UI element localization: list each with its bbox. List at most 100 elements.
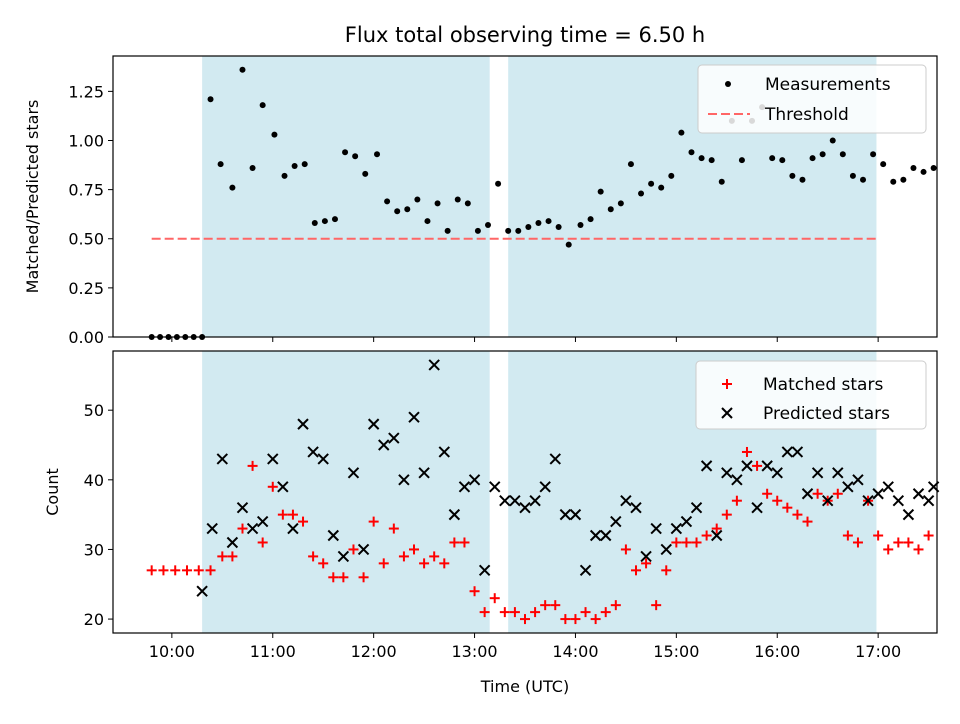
ratio-y-tick-label: 0.25 [68, 279, 104, 298]
measurement-point [565, 241, 572, 248]
count-plot-frame [112, 350, 938, 634]
matched-star-point [530, 607, 541, 618]
matched-star-point [479, 607, 490, 618]
matched-star-point [146, 565, 157, 576]
ratio-plot-frame [112, 55, 938, 338]
measurement-points [148, 66, 937, 340]
measurement-point [505, 227, 512, 234]
measurement-point [311, 220, 318, 227]
count-legend-box [695, 360, 927, 430]
ratio-legend-box [697, 64, 927, 134]
matched-star-point [691, 537, 702, 548]
measurement-point [860, 176, 867, 183]
matched-star-point [873, 530, 884, 541]
measurement-point [535, 220, 542, 227]
ratio-y-tick-label: 0.00 [68, 328, 104, 347]
measurement-point [769, 155, 776, 162]
measurement-point [678, 129, 685, 136]
chart-title: Flux total observing time = 6.50 h [345, 23, 705, 47]
matched-star-point [711, 523, 722, 534]
predicted-star-point [256, 515, 269, 528]
matched-star-point [540, 600, 551, 611]
predicted-star-point [246, 522, 259, 535]
measurement-point [374, 151, 381, 158]
measurement-point [217, 161, 224, 168]
matched-star-point [318, 558, 329, 569]
predicted-star-point [862, 494, 874, 507]
predicted-star-point [690, 501, 703, 514]
matched-star-point [398, 551, 409, 562]
predicted-star-point [367, 418, 380, 430]
predicted-star-point [216, 453, 229, 465]
count-points [146, 359, 940, 625]
matched-star-point [721, 509, 732, 520]
predicted-star-point [852, 474, 864, 486]
matched-star-point [368, 516, 379, 527]
predicted-star-point [751, 501, 763, 514]
matched-star-point [217, 551, 228, 562]
time-tick-label: 10:00 [149, 642, 195, 661]
matched-star-point [792, 509, 803, 520]
predicted-star-point [418, 467, 430, 479]
predicted-star-point [408, 411, 420, 423]
measurement-point [577, 221, 584, 228]
matched-star-point [277, 509, 288, 520]
predicted-star-point [448, 508, 461, 521]
predicted-star-point [922, 494, 935, 507]
predicted-star-point [468, 474, 481, 486]
matched-star-point [158, 565, 169, 576]
matched-star-point [419, 558, 430, 569]
matched-star-point [267, 481, 278, 492]
matched-star-point [193, 565, 204, 576]
count-legend: Matched stars Predicted stars [695, 360, 927, 430]
predicted-star-point [499, 494, 511, 507]
predicted-star-point [327, 529, 340, 542]
predicted-star-point [650, 522, 662, 535]
predicted-star-point [539, 481, 551, 493]
predicted-star-point [529, 494, 541, 507]
predicted-star-point [710, 529, 723, 542]
matched-star-point [580, 607, 591, 618]
ratio-panel: 0.00 0.25 0.50 0.75 1.00 1.25 Matched/Predict… [23, 55, 938, 347]
measurement-point [331, 216, 338, 223]
matched-star-point [247, 460, 258, 471]
legend-matched-marker [722, 379, 732, 389]
matched-star-point [701, 530, 712, 541]
predicted-star-point [206, 522, 218, 535]
predicted-star-point [378, 439, 390, 451]
predicted-star-point [337, 550, 350, 563]
predicted-star-point [458, 481, 471, 493]
measurement-point [627, 161, 634, 168]
predicted-star-point [277, 481, 289, 493]
time-x-axis: 10:00 11:00 12:00 13:00 14:00 15:00 16:00 17:00 [149, 633, 901, 661]
predicted-star-point [589, 529, 602, 542]
measurement-point [819, 151, 826, 158]
measurement-point [485, 221, 492, 228]
measurement-point [708, 157, 715, 164]
measurement-point [597, 188, 604, 195]
time-tick-label: 12:00 [351, 642, 397, 661]
measurement-point [809, 155, 816, 162]
count-y-axis: 20 30 40 50 [84, 401, 113, 629]
measurement-point [239, 66, 246, 73]
predicted-star-point [307, 446, 319, 458]
matched-star-point [298, 516, 309, 527]
legend-threshold-label: Threshold [764, 105, 849, 125]
predicted-star-point [640, 550, 652, 563]
measurement-point [414, 196, 421, 203]
legend-measurements-label: Measurements [765, 75, 891, 95]
measurement-point [849, 172, 856, 179]
measurement-point [890, 178, 897, 185]
measurement-point [207, 96, 214, 103]
predicted-star-point [347, 467, 360, 479]
predicted-star-point [912, 488, 925, 500]
matched-star-point [671, 537, 682, 548]
matched-star-point [570, 614, 581, 625]
predicted-star-point [670, 522, 683, 535]
measurement-point [738, 157, 745, 164]
predicted-star-point [428, 359, 440, 371]
matched-star-point [520, 614, 530, 625]
predicted-star-point [559, 508, 572, 521]
predicted-star-point [236, 501, 249, 514]
x-axis-label: Time (UTC) [480, 677, 569, 696]
